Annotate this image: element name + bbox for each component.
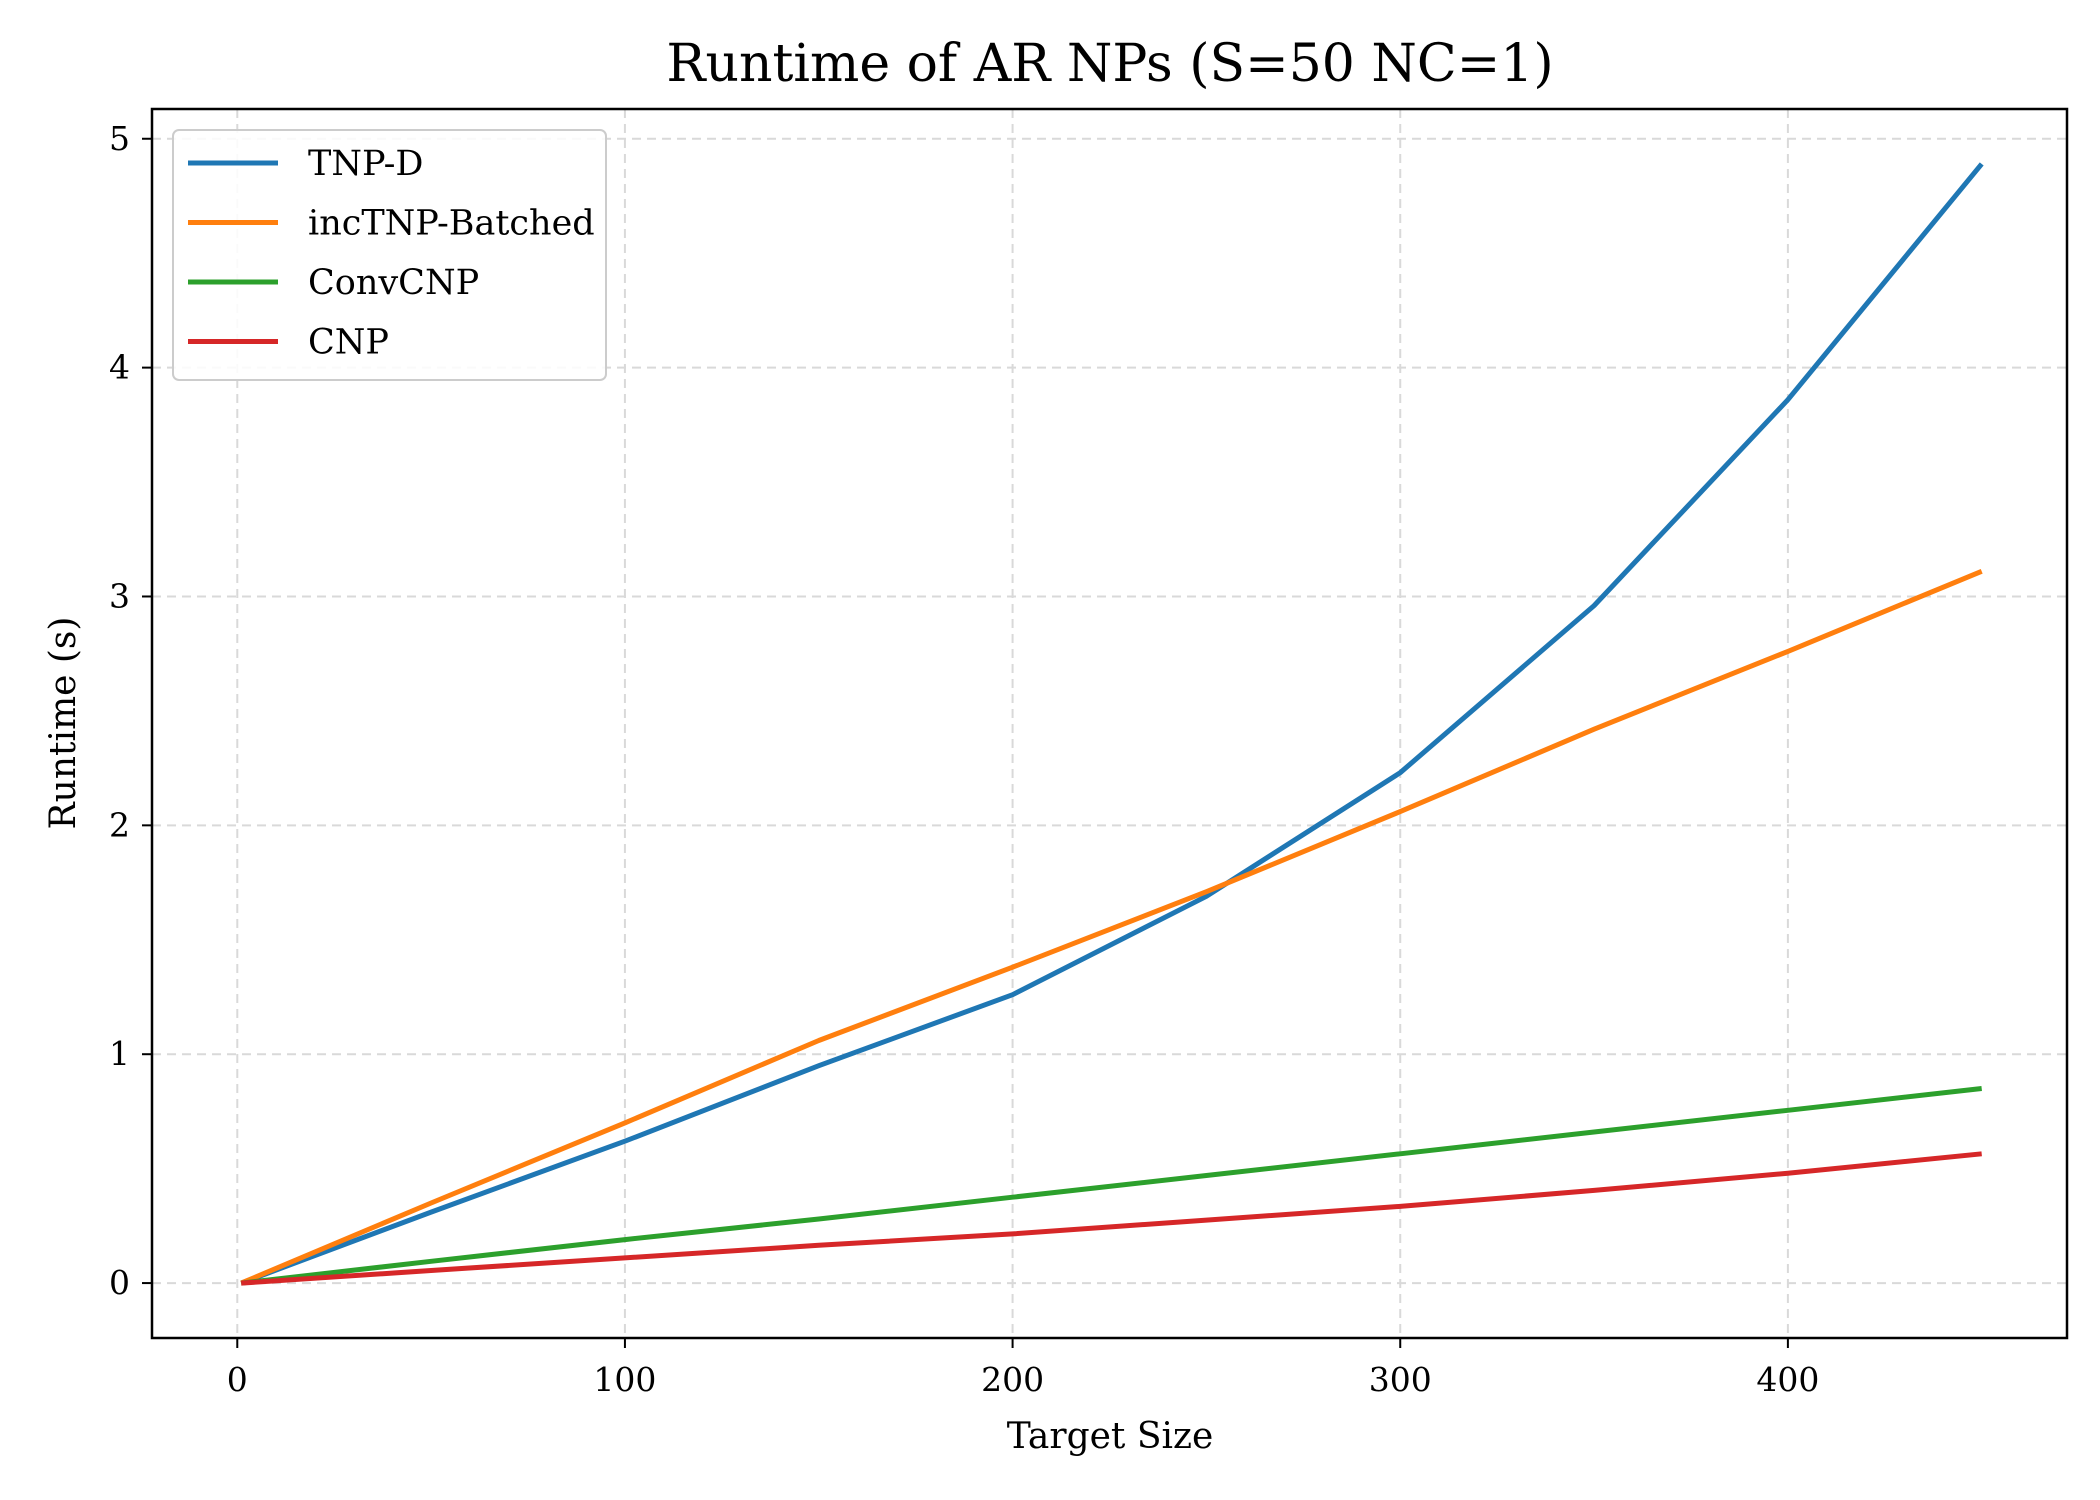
legend-label-inctnp-batched: incTNP-Batched [308, 204, 595, 244]
y-axis-label: Runtime (s) [43, 617, 84, 830]
series-line-tnp-d [240, 162, 1984, 1286]
y-tick-label: 2 [109, 805, 130, 844]
chart-title: Runtime of AR NPs (S=50 NC=1) [666, 34, 1553, 94]
series-line-cnp [241, 1151, 1982, 1286]
series-line-inctnp-batched [240, 568, 1983, 1286]
x-tick-label: 200 [981, 1360, 1044, 1399]
y-tick-label: 0 [109, 1263, 130, 1302]
axis-ticks: 0 100 200 300 400 0 1 2 3 4 5 [109, 119, 1819, 1399]
y-tick-label: 3 [109, 576, 130, 615]
legend-label-tnp-d: TNP-D [308, 144, 424, 184]
x-tick-label: 100 [593, 1360, 656, 1399]
y-tick-label: 5 [109, 119, 130, 158]
x-axis-label: Target Size [1007, 1416, 1214, 1457]
x-tick-label: 300 [1369, 1360, 1432, 1399]
legend-label-cnp: CNP [308, 323, 389, 363]
legend-label-convcnp: ConvCNP [308, 263, 479, 303]
legend-box [172, 129, 607, 381]
x-tick-label: 400 [1756, 1360, 1819, 1399]
y-tick-label: 1 [109, 1034, 130, 1073]
series-lines [240, 162, 1984, 1286]
legend: TNP-D incTNP-Batched ConvCNP CNP [172, 129, 607, 381]
y-tick-label: 4 [109, 348, 130, 387]
plot-frame [150, 107, 2069, 1340]
series-line-convcnp [240, 1086, 1982, 1286]
x-tick-label: 0 [227, 1360, 248, 1399]
